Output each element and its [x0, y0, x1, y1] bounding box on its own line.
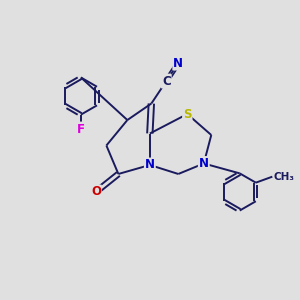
Text: N: N — [199, 157, 209, 170]
Text: N: N — [145, 158, 155, 172]
Text: O: O — [91, 185, 101, 199]
Text: CH₃: CH₃ — [274, 172, 295, 182]
Text: C: C — [162, 75, 171, 88]
Text: F: F — [77, 122, 85, 136]
Text: S: S — [183, 107, 192, 121]
Text: N: N — [173, 57, 183, 70]
